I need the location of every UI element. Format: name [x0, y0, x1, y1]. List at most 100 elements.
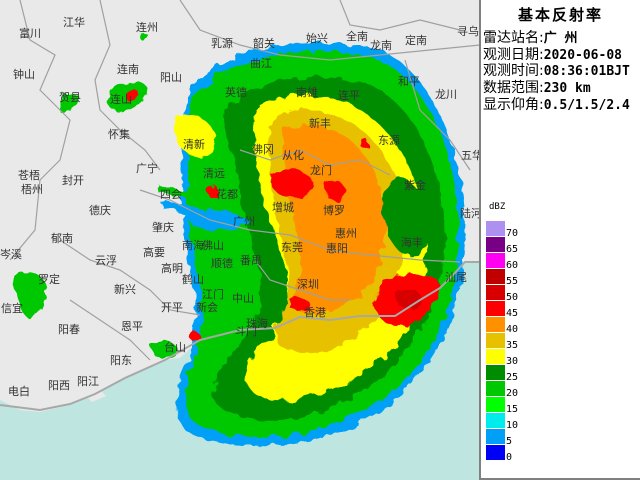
- city-label: 连州: [136, 21, 158, 34]
- radar-station-value: 广 州: [543, 31, 578, 46]
- city-label: 云浮: [95, 254, 117, 267]
- city-label: 阳山: [160, 71, 182, 84]
- city-label: 苍梧: [18, 169, 40, 182]
- city-label: 英德: [225, 86, 247, 99]
- city-label: 清远: [203, 167, 225, 180]
- city-label: 新丰: [309, 117, 331, 130]
- legend-item: 50: [486, 285, 546, 303]
- city-label: 始兴: [306, 32, 328, 45]
- city-label: 佛冈: [252, 143, 274, 156]
- legend-label: 40: [506, 324, 519, 335]
- city-label: 番禺: [240, 254, 262, 267]
- legend-item: 55: [486, 269, 546, 287]
- city-label: 四会: [160, 188, 182, 201]
- observation-date-row: 观测日期:2020-06-08: [483, 47, 622, 64]
- legend-item: 25: [486, 365, 546, 383]
- city-label: 定南: [405, 34, 427, 47]
- legend-label: 25: [506, 372, 519, 383]
- legend-swatch: [486, 221, 505, 236]
- city-label: 阳春: [58, 323, 80, 336]
- observation-date-label: 观测日期:: [483, 47, 544, 63]
- city-label: 阳西: [48, 379, 70, 392]
- info-panel: 基本反射率 雷达站名:广 州 观测日期:2020-06-08 观测时间:08:3…: [479, 0, 640, 480]
- dbz-legend: 70 65 60 55 50 45 40 35 30 25 20 15 10 5 0: [486, 221, 546, 463]
- city-label: 阳东: [110, 354, 132, 367]
- legend-label: 30: [506, 356, 519, 367]
- legend-swatch: [486, 253, 505, 268]
- city-label: 寻乌: [457, 25, 479, 38]
- legend-swatch: [486, 397, 505, 412]
- city-label: 新兴: [114, 283, 136, 296]
- city-label: 香港: [304, 306, 326, 319]
- legend-label: 55: [506, 276, 519, 287]
- city-label: 紫金: [404, 179, 426, 192]
- city-label: 中山: [232, 292, 254, 305]
- legend-swatch: [486, 349, 505, 364]
- legend-item: 35: [486, 333, 546, 351]
- legend-item: 65: [486, 237, 546, 255]
- legend-swatch: [486, 445, 505, 460]
- city-label: 清新: [183, 138, 205, 151]
- city-label: 梧州: [21, 183, 43, 196]
- city-label: 惠州: [335, 227, 357, 240]
- radar-map[interactable]: 江华 富川 连州 钟山 连南 阳山 乳源 韶关 始兴 全南 龙南 定南 寻乌 曲江 贺县 连山 英德 南雄 连平 和平…: [0, 0, 480, 480]
- city-label: 恩平: [121, 320, 143, 333]
- city-label: 龙川: [435, 88, 457, 101]
- radar-station-label: 雷达站名:: [483, 30, 544, 46]
- legend-label: 0: [506, 452, 513, 463]
- city-label: 富川: [19, 27, 41, 40]
- city-label: 陆河: [460, 207, 480, 220]
- city-label: 肇庆: [152, 221, 174, 234]
- data-range-label: 数据范围:: [483, 80, 544, 96]
- legend-item: 0: [486, 445, 546, 463]
- legend-label: 15: [506, 404, 519, 415]
- legend-item: 10: [486, 413, 546, 431]
- city-label: 罗定: [38, 273, 60, 286]
- legend-label: 45: [506, 308, 519, 319]
- city-label: 新会: [196, 301, 218, 314]
- city-label: 岑溪: [0, 248, 22, 261]
- city-label: 德庆: [89, 204, 111, 217]
- legend-swatch: [486, 237, 505, 252]
- legend-item: 40: [486, 317, 546, 335]
- legend-swatch: [486, 429, 505, 444]
- city-label: 和平: [398, 75, 420, 88]
- observation-time-value: 08:36:01BJT: [543, 64, 630, 79]
- legend-item: 15: [486, 397, 546, 415]
- legend-swatch: [486, 381, 505, 396]
- city-label: 广宁: [136, 162, 158, 175]
- city-label: 钟山: [13, 68, 35, 81]
- legend-swatch: [486, 269, 505, 284]
- elevation-row: 显示仰角:0.5/1.5/2.4: [483, 97, 630, 114]
- radar-echo-layer: [0, 0, 480, 480]
- city-label: 增城: [272, 201, 294, 214]
- city-label: 怀集: [108, 128, 130, 141]
- city-label: 全南: [346, 30, 368, 43]
- data-range-row: 数据范围:230 km: [483, 80, 591, 97]
- city-label: 鹤山: [182, 273, 204, 286]
- legend-swatch: [486, 317, 505, 332]
- city-label: 顺德: [211, 257, 233, 270]
- city-label: 乳源: [211, 37, 233, 50]
- city-label: 东莞: [281, 241, 303, 254]
- city-label: 海丰: [401, 236, 423, 249]
- city-label: 龙门: [310, 164, 332, 177]
- legend-label: 5: [506, 436, 513, 447]
- city-label: 珠海: [246, 317, 268, 330]
- observation-time-row: 观测时间:08:36:01BJT: [483, 63, 630, 80]
- city-label: 江门: [202, 288, 224, 301]
- city-label: 南雄: [296, 86, 318, 99]
- elevation-label: 显示仰角:: [483, 97, 544, 113]
- city-label: 封开: [62, 174, 84, 187]
- city-label: 曲江: [250, 57, 272, 70]
- legend-label: 70: [506, 228, 519, 239]
- city-label: 南海: [182, 239, 204, 252]
- city-label: 连平: [338, 89, 360, 102]
- city-label: 贺县: [59, 91, 81, 104]
- legend-label: 65: [506, 244, 519, 255]
- data-range-value: 230 km: [543, 81, 591, 96]
- observation-date-value: 2020-06-08: [543, 48, 622, 63]
- legend-swatch: [486, 365, 505, 380]
- city-label: 开平: [161, 301, 183, 314]
- city-label: 台山: [164, 341, 186, 354]
